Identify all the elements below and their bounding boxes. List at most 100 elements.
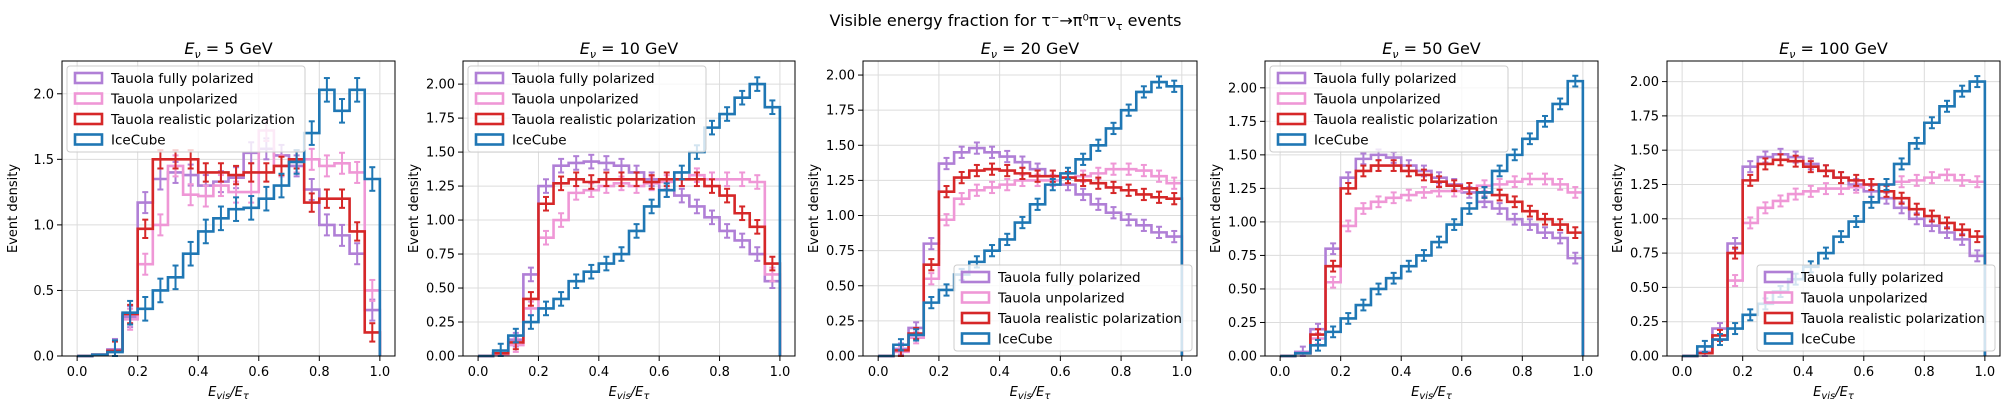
y-tick-label: 0.50 <box>1228 282 1257 297</box>
panel-title: Eν = 20 GeV <box>981 39 1080 61</box>
y-axis-label: Event density <box>807 164 822 253</box>
x-tick-label: 0.2 <box>929 365 950 380</box>
x-tick-label: 0.4 <box>989 365 1010 380</box>
axes-frame <box>462 60 796 357</box>
x-tick-label: 0.0 <box>67 365 88 380</box>
axes-frame <box>1666 60 2001 357</box>
legend-box <box>953 264 1193 352</box>
title-sub: ν <box>194 48 200 61</box>
panel-5: 0.0 0.2 0.4 0.6 0.8 1.0 0.00 0.25 0.50 0.75 1.00 1.… <box>1611 39 2001 402</box>
y-tick-label: 0.25 <box>1228 316 1257 331</box>
y-tick-label: 0.00 <box>1228 350 1257 365</box>
y-tick-label: 0.75 <box>1228 249 1257 264</box>
series-icecube <box>478 82 782 358</box>
legend-box <box>66 65 306 153</box>
legend-swatch-tauola_unpolarized <box>73 92 104 105</box>
x-tick-label: 0.0 <box>1672 365 1693 380</box>
axes-frame <box>1264 60 1599 357</box>
xlabel-sub2: τ <box>1446 391 1453 402</box>
y-tick-label: 0.50 <box>826 279 855 294</box>
title-e: E <box>1382 39 1393 58</box>
y-tick-label: 0.25 <box>1630 315 1659 330</box>
xlabel-mid: /E <box>1432 385 1446 400</box>
panel-title: Eν = 5 GeV <box>184 39 272 61</box>
x-tick-label: 0.0 <box>468 365 489 380</box>
title-sub: ν <box>1789 48 1795 61</box>
legend-label-icecube: IceCube <box>998 332 1053 348</box>
title-e: E <box>580 39 591 58</box>
x-axis-label: Evis/Eτ <box>609 385 651 402</box>
title-tail: = 50 GeV <box>1399 39 1481 58</box>
legend-label-tauola_unpolarized: Tauola unpolarized <box>997 291 1125 307</box>
x-tick-label: 0.8 <box>309 365 330 380</box>
legend-label-tauola_unpolarized: Tauola unpolarized <box>110 92 238 108</box>
suptitle-text: Visible energy fraction for τ⁻→π⁰π⁻ν <box>829 11 1116 30</box>
title-tail: = 100 GeV <box>1795 39 1887 58</box>
legend-swatch-tauola_realistic <box>474 112 505 126</box>
x-tick-label: 0.2 <box>1732 365 1753 380</box>
xlabel-e: E <box>208 385 217 400</box>
x-tick-label: 0.2 <box>528 365 549 380</box>
y-tick-label: 0.75 <box>826 244 855 259</box>
y-tick-label: 1.00 <box>826 209 855 224</box>
panel-4: 0.0 0.2 0.4 0.6 0.8 1.0 0.00 0.25 0.50 0.75 1.00 1.… <box>1209 39 1599 402</box>
xlabel-e: E <box>1010 385 1019 400</box>
legend-label-tauola_unpolarized: Tauola unpolarized <box>1800 291 1928 307</box>
series-tauola_fully_polarized <box>77 147 382 358</box>
title-e: E <box>981 39 992 58</box>
legend-swatch-icecube <box>474 133 505 146</box>
xlabel-mid: /E <box>1834 385 1848 400</box>
panel-3: 0.0 0.2 0.4 0.6 0.8 1.0 0.00 0.25 0.50 0.75 1.00 1.… <box>807 39 1198 402</box>
y-tick-label: 1.25 <box>1630 178 1659 193</box>
legend-swatch-tauola_unpolarized <box>1276 92 1307 105</box>
panel-title: Eν = 100 GeV <box>1779 39 1888 61</box>
x-tick-label: 0.2 <box>1330 365 1351 380</box>
y-axis-label: Event density <box>6 164 21 253</box>
legend-swatch-tauola_fully_polarized <box>1276 71 1307 85</box>
y-tick-label: 0.00 <box>1630 350 1659 365</box>
legend-swatch-icecube <box>1276 133 1307 146</box>
x-tick-label: 0.6 <box>1451 365 1472 380</box>
series-icecube <box>878 80 1184 358</box>
x-tick-label: 1.0 <box>1975 365 1996 380</box>
xlabel-mid: /E <box>229 385 243 400</box>
legend-box <box>467 65 707 153</box>
x-tick-label: 0.8 <box>1512 365 1533 380</box>
xlabel-sub2: τ <box>1848 391 1855 402</box>
xlabel-sub2: τ <box>243 391 250 402</box>
y-tick-label: 1.00 <box>1228 215 1257 230</box>
legend-label-tauola_fully_polarized: Tauola fully polarized <box>511 71 655 87</box>
series-tauola_unpolarized <box>478 173 782 358</box>
legend-swatch-tauola_realistic <box>73 112 104 126</box>
y-tick-label: 1.25 <box>826 174 855 189</box>
legend-label-tauola_fully_polarized: Tauola fully polarized <box>997 270 1141 286</box>
y-tick-label: 1.5 <box>33 153 54 168</box>
xlabel-sub1: vis <box>617 391 631 402</box>
legend-box <box>1269 65 1509 153</box>
y-tick-label: 2.00 <box>426 78 455 93</box>
legend-swatch-icecube <box>1763 332 1794 345</box>
y-tick-label: 1.75 <box>1630 109 1659 124</box>
legend-swatch-icecube <box>73 133 104 146</box>
x-tick-label: 0.4 <box>588 365 609 380</box>
y-tick-label: 2.00 <box>1630 75 1659 90</box>
legend-swatch-tauola_fully_polarized <box>474 71 505 85</box>
suptitle-subscript: τ <box>1115 20 1123 34</box>
y-tick-label: 0.25 <box>826 314 855 329</box>
legend-label-icecube: IceCube <box>111 133 166 149</box>
axes-frame <box>61 60 396 357</box>
xlabel-e: E <box>609 385 618 400</box>
x-tick-label: 0.8 <box>1111 365 1132 380</box>
y-tick-label: 1.75 <box>1228 115 1257 130</box>
legend-box <box>1756 264 1996 352</box>
legend-swatch-tauola_unpolarized <box>474 92 505 105</box>
x-axis-label: Evis/Eτ <box>1813 385 1855 402</box>
title-tail: = 20 GeV <box>997 39 1079 58</box>
xlabel-sub1: vis <box>216 391 230 402</box>
legend-swatch-tauola_realistic <box>1276 112 1307 126</box>
legend-label-icecube: IceCube <box>1801 332 1856 348</box>
series-icecube <box>1280 79 1585 358</box>
title-e: E <box>1779 39 1790 58</box>
